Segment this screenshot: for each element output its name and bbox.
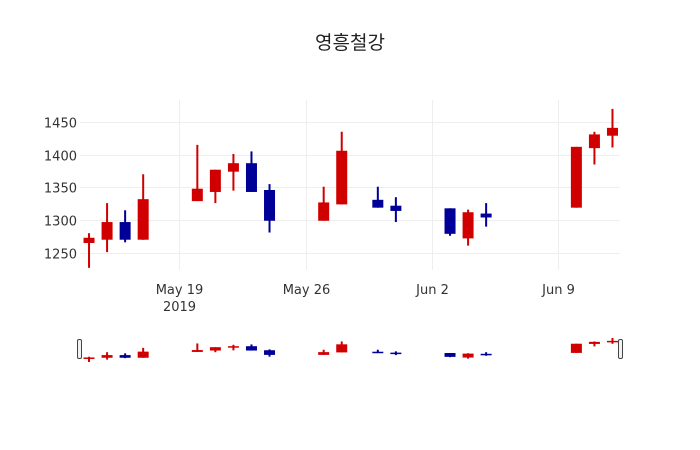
candle-body [119, 355, 131, 358]
x-tick-label: May 26 [283, 283, 331, 298]
candle-body [588, 341, 600, 344]
range-slider-candle [318, 349, 330, 355]
range-slider-candle [606, 338, 618, 344]
candle[interactable] [606, 108, 618, 148]
candle-body [318, 352, 330, 355]
candle-body [101, 222, 113, 240]
candle-body [245, 163, 257, 192]
range-slider-candle [137, 347, 149, 358]
candle[interactable] [245, 151, 257, 192]
candle-body [318, 202, 330, 221]
range-slider-candle [245, 344, 257, 351]
candle-body [119, 222, 131, 240]
candle[interactable] [444, 208, 456, 236]
candle[interactable] [209, 169, 221, 204]
candle-body [101, 355, 113, 358]
candle[interactable] [137, 174, 149, 240]
y-axis: 1250 1300 1350 1400 1450 [44, 117, 77, 263]
candle-body [264, 350, 276, 355]
candle[interactable] [83, 233, 95, 268]
candle-body [336, 150, 348, 205]
range-slider-right-handle[interactable] [618, 339, 623, 359]
candle-body [588, 134, 600, 149]
x-axis: May 19 2019 May 26 Jun 2 Jun 9 [156, 283, 575, 315]
range-slider-candles [83, 338, 618, 362]
candle-body [209, 169, 221, 192]
candle-body [606, 127, 618, 136]
candle-body [264, 190, 276, 221]
candle-body [390, 352, 402, 355]
candle-body [227, 163, 239, 172]
x-tick-label: May 19 [156, 283, 204, 298]
candle-body [83, 357, 95, 359]
candle-body [462, 212, 474, 239]
candle-body [191, 350, 203, 352]
candles [83, 108, 618, 268]
gridlines [80, 100, 620, 270]
candle-body [444, 353, 456, 357]
candle-body [209, 347, 221, 351]
candle-body [336, 344, 348, 353]
range-slider[interactable] [77, 338, 623, 362]
candle-body [570, 146, 582, 208]
range-slider-candle [570, 343, 582, 353]
range-slider-candle [83, 356, 95, 362]
candle[interactable] [318, 186, 330, 221]
candle-body [372, 199, 384, 208]
range-slider-left-handle[interactable] [77, 339, 82, 359]
range-slider-candle [209, 347, 221, 353]
candle-body [191, 188, 203, 202]
candle[interactable] [390, 197, 402, 223]
candle[interactable] [227, 154, 239, 191]
candle-body [570, 343, 582, 353]
candle-body [372, 351, 384, 354]
range-slider-candle [390, 351, 402, 356]
candle-body [83, 237, 95, 243]
candle[interactable] [462, 209, 474, 246]
candle[interactable] [480, 203, 492, 227]
candle[interactable] [264, 184, 276, 233]
candle-body [480, 353, 492, 356]
chart-title: 영흥철강 [315, 32, 385, 54]
y-tick-label: 1450 [44, 117, 77, 132]
y-tick-label: 1250 [44, 248, 77, 263]
x-tick-sublabel: 2019 [163, 300, 196, 315]
range-slider-candle [462, 353, 474, 359]
candle[interactable] [372, 186, 384, 208]
candle-body [245, 346, 257, 351]
candle[interactable] [101, 203, 113, 253]
candle-body [227, 346, 239, 348]
x-tick-label: Jun 9 [541, 283, 575, 298]
candle-body [606, 340, 618, 343]
y-tick-label: 1400 [44, 150, 77, 165]
range-slider-candle [227, 344, 239, 351]
candle-body [137, 199, 149, 240]
candle[interactable] [336, 131, 348, 205]
range-slider-candle [336, 341, 348, 353]
candle-body [390, 205, 402, 211]
candle[interactable] [570, 146, 582, 208]
range-slider-candle [191, 343, 203, 352]
candle[interactable] [119, 210, 131, 243]
range-slider-candle [264, 349, 276, 357]
candle-body [137, 351, 149, 358]
candle-body [462, 353, 474, 358]
candle-body [480, 213, 492, 218]
y-tick-label: 1350 [44, 182, 77, 197]
y-tick-label: 1300 [44, 215, 77, 230]
range-slider-candle [480, 352, 492, 356]
candle[interactable] [191, 144, 203, 202]
range-slider-candle [372, 349, 384, 354]
range-slider-candle [119, 353, 131, 359]
range-slider-candle [444, 353, 456, 358]
candle-body [444, 208, 456, 234]
candle[interactable] [588, 131, 600, 165]
range-slider-candle [588, 341, 600, 347]
range-slider-candle [101, 352, 113, 360]
x-tick-label: Jun 2 [415, 283, 449, 298]
